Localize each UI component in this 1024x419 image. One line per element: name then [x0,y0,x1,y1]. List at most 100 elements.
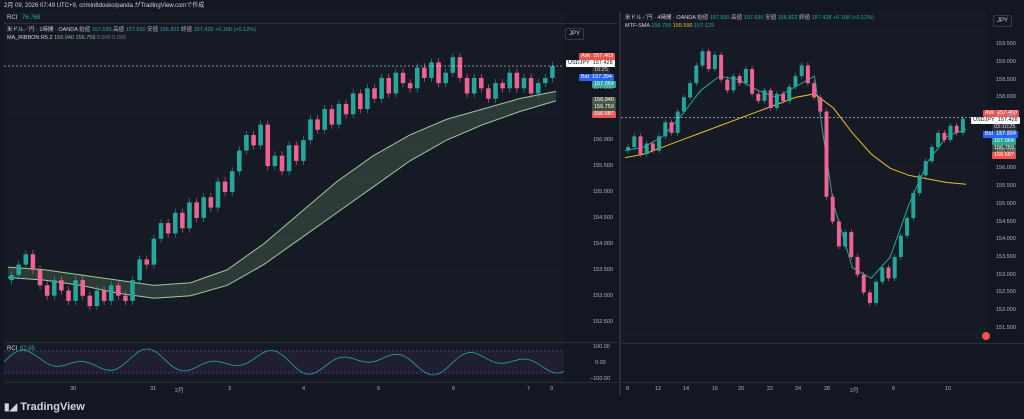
candle-body [407,83,413,89]
left-ma3-tag: 156.759 [592,104,616,111]
candle-body [229,171,235,192]
candle-body [543,77,548,84]
candle-body [30,254,36,270]
candle-body [886,267,891,279]
candle-body [293,145,299,161]
candle-body [731,76,736,91]
candle-body [781,93,786,101]
candle-body [818,97,823,112]
candle-body [329,109,335,125]
candle-body [688,83,693,98]
tradingview-logo: ▮◢ TradingView [4,401,85,413]
candle-body [787,86,792,101]
right-ma1-tag: 157.064 [992,138,1016,145]
right-y-tick: 158.000 [996,94,1016,101]
candle-body [725,79,730,91]
candle-body [279,155,285,172]
candle-body [237,150,242,172]
candle-body [315,119,320,130]
candle-body [774,93,779,109]
candle-body [929,147,934,162]
candle-body [87,295,93,307]
right-y-tick: 159.000 [996,58,1016,65]
left-currency-button[interactable]: JPY [565,28,585,40]
candle-body [101,290,107,301]
candle-body [244,134,249,151]
candle-body [812,83,817,98]
right-legend-symbol: 米ドル／円 · 4時間 · OANDA [625,15,696,21]
candle-body [208,197,214,208]
candle-body [464,77,470,94]
candle-body [265,124,271,167]
candle-body [793,76,798,87]
candle-body [187,202,192,229]
right-x-tick: 14 [683,386,690,392]
right-indicator-legend: MTF-SMA 156.759 155.590 157.129 [625,23,715,29]
right-x-tick: 12 [655,386,662,392]
right-y-tick: 155.500 [996,183,1016,190]
right-x-tick: 22 [767,386,774,392]
right-y-tick: 153.500 [996,253,1016,260]
left-rci-axis-100: 100.00 [593,344,610,350]
candle-body [158,223,164,239]
left-divider-xaxis [4,382,618,383]
right-y-tick: 151.500 [996,324,1016,331]
candle-body [301,140,306,161]
left-rci-oscillator[interactable] [4,343,564,381]
candle-body [799,65,804,77]
candle-body [892,256,897,279]
chart-split-divider[interactable] [619,12,621,395]
right-last-tag: USDJPY 157.428 [971,117,1020,124]
left-divider-top [4,23,618,24]
left-last-tag: USDJPY 157.428 [566,60,615,67]
candle-body [144,259,150,265]
candle-body [867,292,872,304]
candle-body [712,54,717,70]
candle-body [414,67,420,89]
candle-body [681,97,686,112]
candle-body [737,76,742,84]
left-legend-symbol: 米ドル／円 · 1時間 · OANDA [7,27,78,33]
candle-body [308,119,313,141]
right-divider-bottom [621,343,1024,344]
right-y-tick: 152.500 [996,289,1016,296]
right-alert-icon[interactable] [982,332,990,340]
rci-line [4,348,564,376]
candle-body [768,90,773,109]
right-ask-tag: Ask 157.463 [983,110,1020,117]
candle-body [180,212,185,229]
left-low-tag: 156.587 [592,111,616,118]
left-ask-tag: Ask 157.463 [579,53,616,60]
candle-body [201,197,206,218]
left-y-tick: 155.500 [593,163,613,170]
left-x-tick: 9 [550,386,554,392]
rci-band [4,351,564,373]
candle-body [905,217,910,236]
right-x-tick: 28 [824,386,831,392]
candle-body [365,88,370,110]
right-currency-button[interactable]: JPY [993,15,1013,27]
candle-body [824,111,829,197]
left-candlestick-chart[interactable] [4,24,564,342]
left-indicator-legend: MA_RIBBON R5.2 156.940 156.759 0.000 0.0… [7,35,126,41]
candle-body [16,264,21,275]
candle-body [272,155,278,167]
candle-body [942,132,947,140]
left-y-tick: 157.000 [593,85,613,92]
candle-body [507,72,513,89]
candle-body [471,77,477,94]
candle-body [756,93,761,101]
candle-body [251,134,256,146]
left-x-tick: 7 [527,386,531,392]
left-rci-axis-minus100: −100.00 [590,376,611,382]
candle-body [94,290,100,307]
right-y-tick: 152.000 [996,307,1016,314]
right-countdown-tag: 03:10:25 [992,124,1018,131]
candle-body [393,72,399,94]
candle-body [917,175,922,194]
series-line-0 [624,75,967,279]
candle-body [657,136,662,151]
right-y-tick: 154.500 [996,218,1016,225]
candle-body [386,77,392,94]
right-candlestick-chart[interactable] [621,12,986,343]
